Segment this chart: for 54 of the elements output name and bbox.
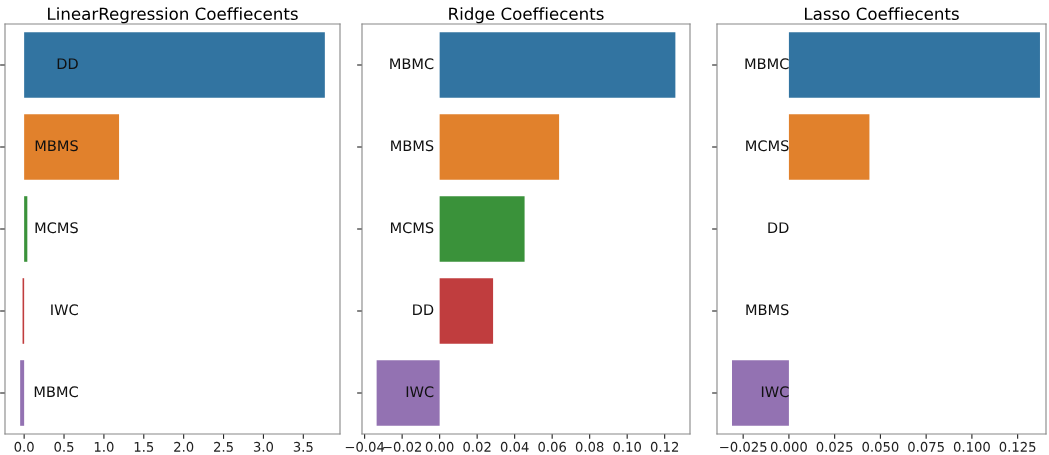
y-tick-label: MBMC [390, 58, 434, 70]
x-tick-label: 2.5 [214, 441, 233, 452]
bar [24, 196, 28, 262]
y-tick-label: MBMC [34, 386, 78, 398]
bar [788, 114, 870, 180]
x-tick-label: −0.02 [383, 441, 422, 452]
x-tick-label: 0.125 [999, 441, 1036, 452]
x-tick-label: 0.08 [575, 441, 604, 452]
y-tick-label: DD [768, 222, 789, 234]
x-tick-label: 0.050 [862, 441, 899, 452]
x-tick-label: 3.5 [293, 441, 313, 452]
x-tick-label: 3.0 [253, 441, 274, 452]
y-tick-label: MBMS [746, 304, 789, 316]
chart-title: Ridge Coeffiecents [449, 7, 604, 24]
bar [24, 114, 120, 180]
y-tick-label: IWC [51, 304, 78, 316]
bar [439, 114, 560, 180]
x-tick-label: 0.10 [613, 441, 641, 452]
x-tick-label: 0.075 [908, 441, 944, 452]
x-tick-label: 0.025 [816, 441, 853, 452]
y-tick-label: IWC [406, 386, 434, 398]
x-tick-label: 0.02 [463, 441, 491, 452]
x-tick-label: −0.04 [345, 441, 385, 452]
chart-title: LinearRegression Coeffiecents [48, 7, 298, 24]
y-tick-label: DD [57, 58, 78, 70]
bar [788, 32, 1040, 98]
x-tick-label: 0.0 [14, 441, 34, 452]
x-tick-label: 0.100 [953, 441, 990, 452]
bar [732, 360, 789, 426]
x-tick-label: 2.0 [174, 441, 194, 452]
x-tick-label: 0.12 [650, 441, 679, 452]
x-tick-label: −0.025 [720, 441, 767, 452]
x-tick-label: 0.00 [425, 441, 454, 452]
x-tick-label: 0.000 [770, 441, 807, 452]
bar [439, 278, 494, 344]
x-tick-label: 1.5 [134, 442, 154, 452]
y-tick-label: DD [413, 304, 434, 316]
x-tick-label: 1.0 [94, 441, 114, 452]
y-tick-label: MCMS [390, 222, 434, 234]
bar [24, 32, 325, 98]
y-tick-label: MCMS [35, 222, 78, 234]
y-tick-label: IWC [761, 386, 789, 398]
chart-title: Lasso Coeffiecents [805, 7, 959, 21]
bar [20, 360, 25, 426]
x-tick-label: 0.06 [538, 441, 567, 452]
y-tick-label: MBMC [745, 58, 789, 70]
x-tick-label: 0.04 [500, 441, 529, 452]
x-tick-label: 0.5 [54, 441, 74, 452]
y-tick-label: MBMS [391, 140, 434, 152]
bar [439, 196, 525, 262]
bar [376, 360, 440, 426]
y-tick-label: MBMS [35, 140, 78, 152]
bar [439, 32, 676, 98]
y-tick-label: MCMS [746, 140, 789, 152]
